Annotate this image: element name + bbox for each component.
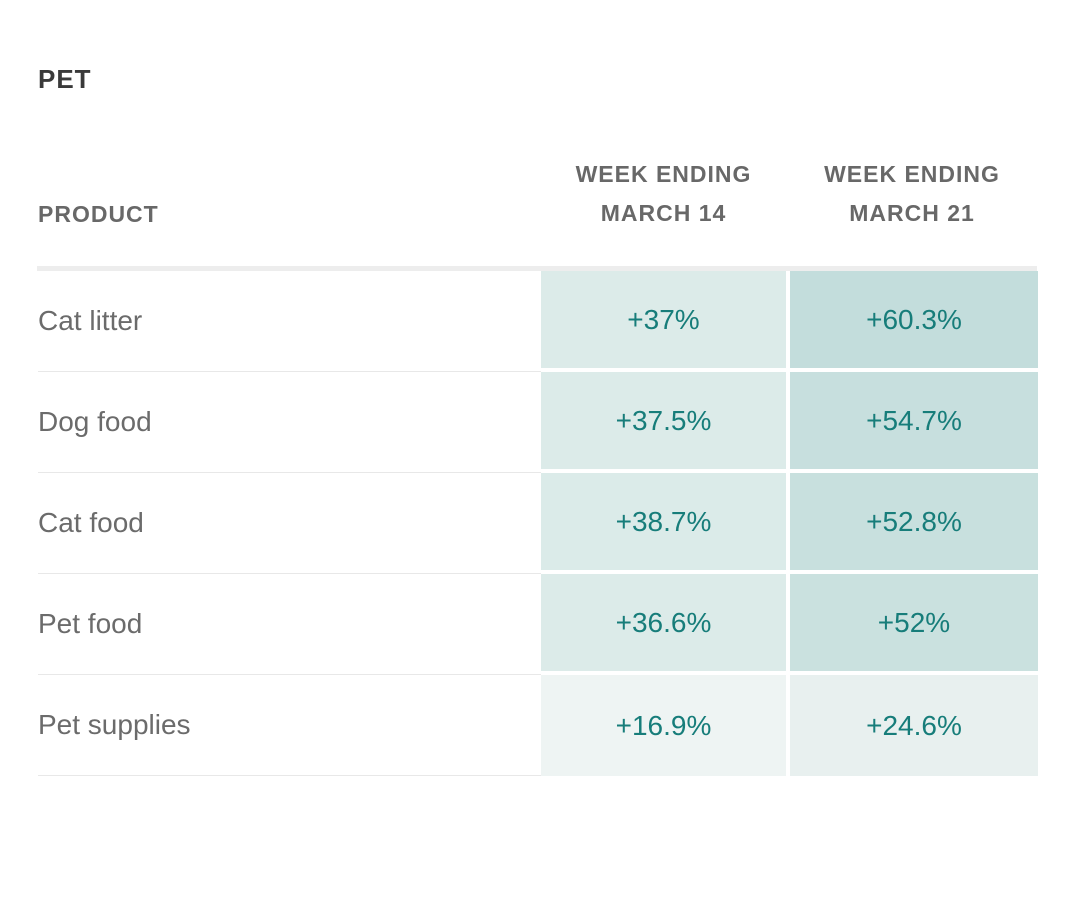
column-header-week-march-21-line1: WEEK ENDING <box>824 161 1000 187</box>
value-week-march-21: +60.3% <box>786 271 1038 372</box>
column-header-week-march-21-line2: MARCH 21 <box>849 200 975 226</box>
value-week-march-21: +52% <box>786 574 1038 675</box>
table-header-row: PRODUCT WEEK ENDING MARCH 14 WEEK ENDING… <box>38 155 1038 233</box>
value-week-march-14: +37.5% <box>541 372 786 473</box>
table-row: Pet food +36.6% +52% <box>38 574 1038 675</box>
column-header-product: PRODUCT <box>38 201 159 227</box>
product-name: Cat litter <box>38 271 541 372</box>
value-week-march-21: +52.8% <box>786 473 1038 574</box>
value-week-march-21: +54.7% <box>786 372 1038 473</box>
product-name: Dog food <box>38 372 541 473</box>
value-week-march-14: +38.7% <box>541 473 786 574</box>
value-week-march-21: +24.6% <box>786 675 1038 776</box>
product-name: Pet food <box>38 574 541 675</box>
header-separator <box>37 266 1037 271</box>
column-header-week-march-21: WEEK ENDING MARCH 21 <box>786 155 1038 233</box>
column-header-week-march-14-line2: MARCH 14 <box>600 200 727 226</box>
column-header-week-march-14-line1: WEEK ENDING <box>575 161 752 187</box>
value-week-march-14: +37% <box>541 271 786 372</box>
value-week-march-14: +36.6% <box>541 574 786 675</box>
value-week-march-14: +16.9% <box>541 675 786 776</box>
table-row: Dog food +37.5% +54.7% <box>38 372 1038 473</box>
table-row: Cat litter +37% +60.3% <box>38 271 1038 372</box>
table-body: Cat litter +37% +60.3% Dog food +37.5% +… <box>0 271 1075 776</box>
column-header-week-march-14: WEEK ENDING MARCH 14 <box>541 155 786 233</box>
product-name: Cat food <box>38 473 541 574</box>
table-row: Cat food +38.7% +52.8% <box>38 473 1038 574</box>
table-row: Pet supplies +16.9% +24.6% <box>38 675 1038 776</box>
product-name: Pet supplies <box>38 675 541 776</box>
page: PET PRODUCT WEEK ENDING MARCH 14 WEEK EN… <box>0 64 1075 913</box>
section-title: PET <box>38 64 92 94</box>
